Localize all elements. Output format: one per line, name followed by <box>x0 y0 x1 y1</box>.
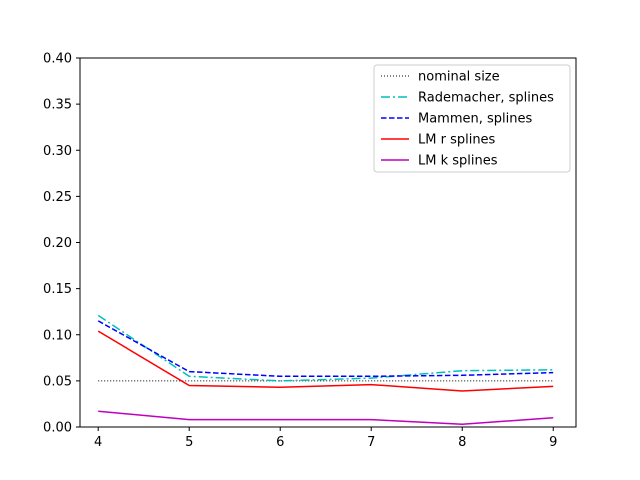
y-tick-label: 0.30 <box>43 144 72 159</box>
x-tick-label: 4 <box>94 435 102 450</box>
y-tick-label: 0.05 <box>43 374 72 389</box>
legend-label: LM r splines <box>418 133 496 148</box>
x-tick-label: 9 <box>549 435 557 450</box>
series-line-mammen-splines <box>97 320 554 378</box>
y-tick-label: 0.00 <box>43 421 72 436</box>
y-tick-label: 0.40 <box>43 52 72 67</box>
series-line-lm-r-splines <box>97 330 554 392</box>
legend-label: nominal size <box>418 70 500 85</box>
y-tick-label: 0.20 <box>43 236 72 251</box>
series-layer <box>97 314 554 425</box>
y-tick-label: 0.15 <box>43 282 72 297</box>
y-tick-label: 0.10 <box>43 328 72 343</box>
legend: nominal size Rademacher, splines Mammen, s… <box>373 64 571 173</box>
y-tick-label: 0.25 <box>43 190 72 205</box>
plot-frame <box>79 57 577 428</box>
x-tick-label: 6 <box>276 435 284 450</box>
legend-label: Rademacher, splines <box>418 91 554 106</box>
x-tick-label: 8 <box>458 435 466 450</box>
legend-box <box>373 64 571 173</box>
legend-label: LM k splines <box>418 154 498 169</box>
series-line-rademacher-splines <box>97 314 554 382</box>
series-line-lm-k-splines <box>98 410 554 425</box>
x-tick-label: 5 <box>185 435 193 450</box>
ticks-layer: 4 5 6 7 8 9 0.00 0.05 0.10 0.15 0.20 0.25 0.30 0.35 0.… <box>43 52 557 451</box>
legend-label: Mammen, splines <box>418 112 532 127</box>
y-tick-label: 0.35 <box>43 98 72 113</box>
x-tick-label: 7 <box>367 435 375 450</box>
